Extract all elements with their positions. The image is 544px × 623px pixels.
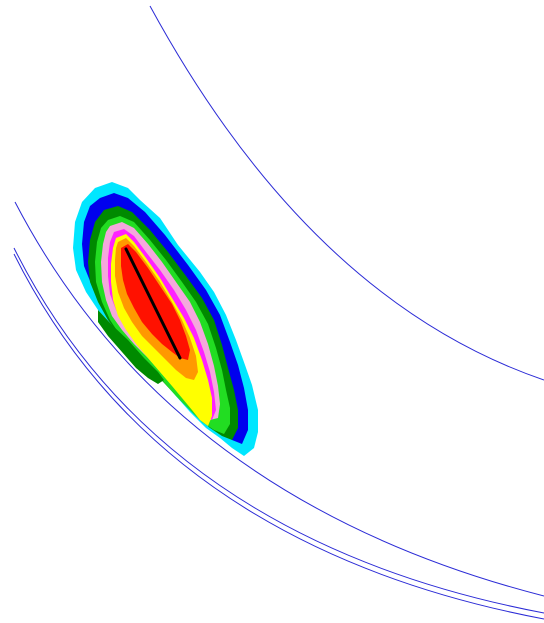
inner-arc-line-3 [13, 253, 544, 620]
inner-arc-line-2 [13, 247, 544, 614]
outer-arc-line [149, 5, 544, 381]
contour-band-dark-green-lower [98, 310, 164, 384]
crack-line [124, 247, 182, 360]
inner-arc-line-1 [14, 201, 544, 597]
